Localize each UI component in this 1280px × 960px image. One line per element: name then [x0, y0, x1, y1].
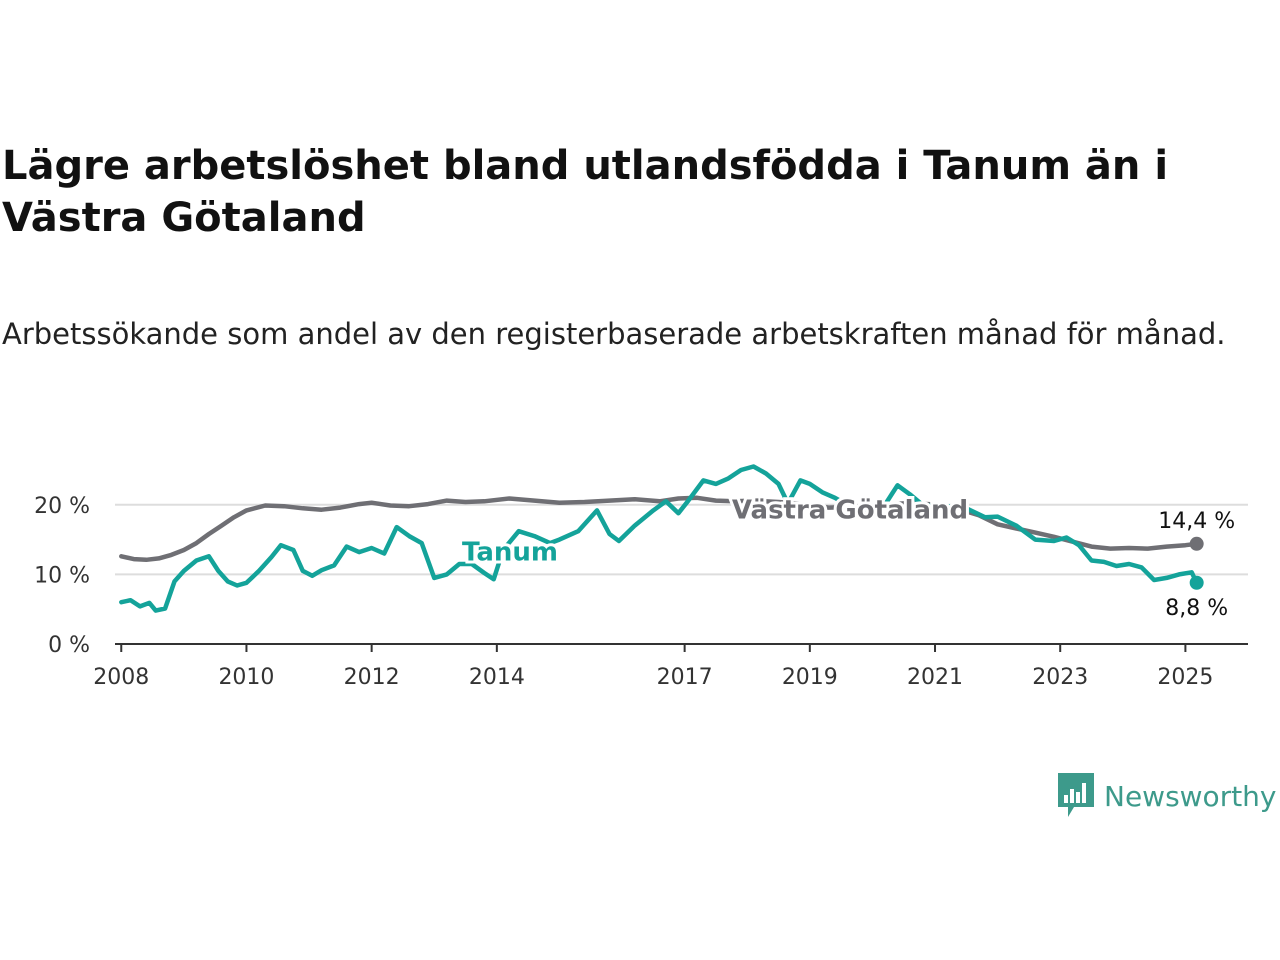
x-tick-label: 2012 — [344, 665, 400, 690]
x-axis — [115, 643, 1248, 652]
y-tick-label: 20 % — [34, 494, 90, 519]
series-label-vastra-gotaland: Västra Götaland — [732, 496, 968, 526]
series-lines — [119, 464, 1204, 613]
labels: 0 % 10 % 20 % 2008 2010 2012 2014 2017 2019 2021 2… — [34, 493, 1235, 690]
x-tick-label: 2023 — [1032, 665, 1088, 690]
x-tick-label: 2010 — [218, 665, 274, 690]
chart-title: Lägre arbetslöshet bland utlandsfödda i … — [2, 143, 1169, 241]
end-label-vastra-gotaland: 14,4 % — [1158, 509, 1235, 534]
x-tick-label: 2019 — [782, 665, 838, 690]
series-line-tanum — [119, 464, 1199, 613]
logo-text: Newsworthy — [1104, 779, 1277, 813]
x-tick-label: 2025 — [1157, 665, 1213, 690]
series-line-v-stra-g-taland — [119, 495, 1199, 563]
line-chart: 0 % 10 % 20 % 2008 2010 2012 2014 2017 2019 2021 2… — [34, 464, 1248, 690]
series-label-tanum: Tanum — [462, 537, 558, 567]
y-tick-label: 0 % — [48, 633, 90, 658]
newsworthy-logo: Newsworthy — [1058, 772, 1277, 820]
x-tick-label: 2017 — [657, 665, 713, 690]
chart-subtitle: Arbetssökande som andel av den registerb… — [2, 317, 1226, 351]
series-end-point — [1189, 536, 1204, 551]
newsworthy-chart-icon — [1058, 773, 1094, 817]
x-tick-label: 2014 — [469, 665, 525, 690]
x-tick-label: 2008 — [93, 665, 149, 690]
end-label-tanum: 8,8 % — [1165, 596, 1228, 621]
y-tick-label: 10 % — [34, 563, 90, 588]
gridlines — [115, 503, 1248, 576]
series-end-point — [1189, 575, 1204, 590]
x-tick-label: 2021 — [907, 665, 963, 690]
